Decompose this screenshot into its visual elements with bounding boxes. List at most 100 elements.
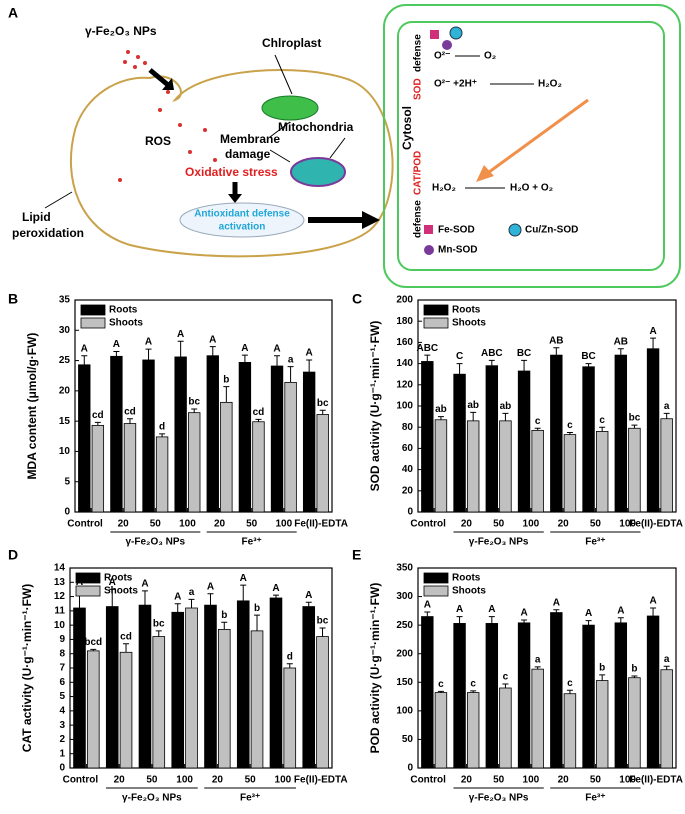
significance-letter: b <box>599 662 605 673</box>
ros-label: ROS <box>145 134 171 148</box>
legend-label: Roots <box>109 305 138 316</box>
x-tick-label: 50 <box>590 519 602 530</box>
bar <box>517 370 531 513</box>
x-tick-label: 100 <box>523 519 540 530</box>
error-bar <box>650 607 657 616</box>
significance-letter: bc <box>317 398 329 409</box>
significance-letter: cd <box>120 631 132 642</box>
x-tick-label: Fe(II)-EDTA <box>629 519 683 530</box>
significance-letter: A <box>306 348 313 359</box>
x-tick-label: 50 <box>146 775 158 786</box>
x-tick-label: Fe(II)-EDTA <box>294 519 348 530</box>
legend-swatch <box>75 572 101 584</box>
group-label: Fe³⁺ <box>242 537 262 548</box>
reaction: H₂O + O₂ <box>510 183 553 194</box>
error-bar <box>488 359 495 366</box>
cell <box>69 68 394 258</box>
error-bar <box>650 337 657 349</box>
significance-letter: cd <box>253 407 265 418</box>
membrane-label: damage <box>225 147 271 161</box>
y-axis-label: POD activity (U·g⁻¹·min⁻¹·FW) <box>368 583 382 754</box>
error-bar <box>566 432 573 435</box>
significance-letter: bc <box>317 616 329 627</box>
significance-letter: c <box>503 672 509 683</box>
cytosol-label: Cytosol <box>400 106 414 150</box>
y-axis-label: MDA content (μmol/g·FW) <box>25 333 39 480</box>
y-tick-label: 20 <box>402 485 414 496</box>
bar <box>91 424 105 513</box>
bar <box>646 348 660 513</box>
bar <box>316 636 329 769</box>
y-tick-label: 0 <box>64 507 70 518</box>
bar <box>453 373 466 513</box>
error-bar <box>502 683 509 688</box>
mn-sod-icon <box>424 245 434 255</box>
bar <box>517 622 531 769</box>
x-tick-label: 100 <box>619 519 636 530</box>
x-tick-label: 100 <box>619 775 636 786</box>
legend-swatch <box>423 317 449 329</box>
bar <box>119 651 133 769</box>
error-bar <box>221 621 228 630</box>
bar <box>123 423 137 513</box>
bar <box>174 356 187 513</box>
bar <box>138 604 152 769</box>
panel-label: B <box>8 291 18 307</box>
y-tick-label: 4 <box>59 705 65 716</box>
significance-letter: A <box>424 600 431 611</box>
bar <box>660 669 673 769</box>
significance-letter: b <box>631 664 637 675</box>
significance-letter: AB <box>549 335 563 346</box>
mitochondria <box>290 157 346 187</box>
bar <box>499 420 512 513</box>
pointer <box>269 149 291 163</box>
bar <box>531 668 544 769</box>
bar <box>563 434 577 513</box>
pointer <box>329 137 346 159</box>
pointer <box>44 191 73 209</box>
bar <box>563 693 577 769</box>
plot-frame <box>74 299 333 513</box>
y-tick-label: 7 <box>59 663 65 674</box>
mitochondria-label: Mitochondria <box>278 120 354 134</box>
arrow-head <box>476 165 494 182</box>
error-bar <box>306 359 313 373</box>
x-tick-label: 100 <box>179 519 196 530</box>
x-tick-label: 20 <box>461 775 473 786</box>
fe-sod-icon <box>424 225 433 234</box>
error-bar <box>126 418 133 424</box>
bar <box>485 365 499 513</box>
bar <box>269 597 283 769</box>
group-label: γ-Fe₂O₃ NPs <box>469 537 529 548</box>
significance-letter: A <box>488 604 495 615</box>
error-bar <box>81 355 88 365</box>
legend-label: Roots <box>452 305 481 316</box>
bar <box>270 365 284 513</box>
legend-swatch <box>423 572 449 584</box>
bar <box>238 361 252 513</box>
bar <box>582 366 595 513</box>
error-bar <box>599 426 606 432</box>
error-bar <box>286 663 293 668</box>
group-label: Fe³⁺ <box>240 793 260 804</box>
arrow-head <box>162 78 174 90</box>
error-bar <box>617 617 624 623</box>
y-tick-label: 0 <box>407 507 413 518</box>
membrane-label: Membrane <box>220 132 280 146</box>
x-tick-label: Fe(II)-EDTA <box>294 775 348 786</box>
np-label: γ-Fe₂O₃ NPs <box>85 24 157 38</box>
bar <box>614 622 628 769</box>
x-tick-label: 100 <box>275 519 292 530</box>
bar <box>142 359 155 513</box>
pointer <box>274 54 293 95</box>
legend-label: Roots <box>452 573 481 584</box>
significance-letter: c <box>438 679 444 690</box>
error-bar <box>272 594 279 598</box>
legend-swatch <box>80 317 106 329</box>
x-tick-label: 50 <box>245 775 257 786</box>
bar <box>171 611 185 769</box>
x-tick-label: 50 <box>150 519 162 530</box>
y-tick-label: 13 <box>54 577 66 588</box>
error-bar <box>631 675 638 678</box>
